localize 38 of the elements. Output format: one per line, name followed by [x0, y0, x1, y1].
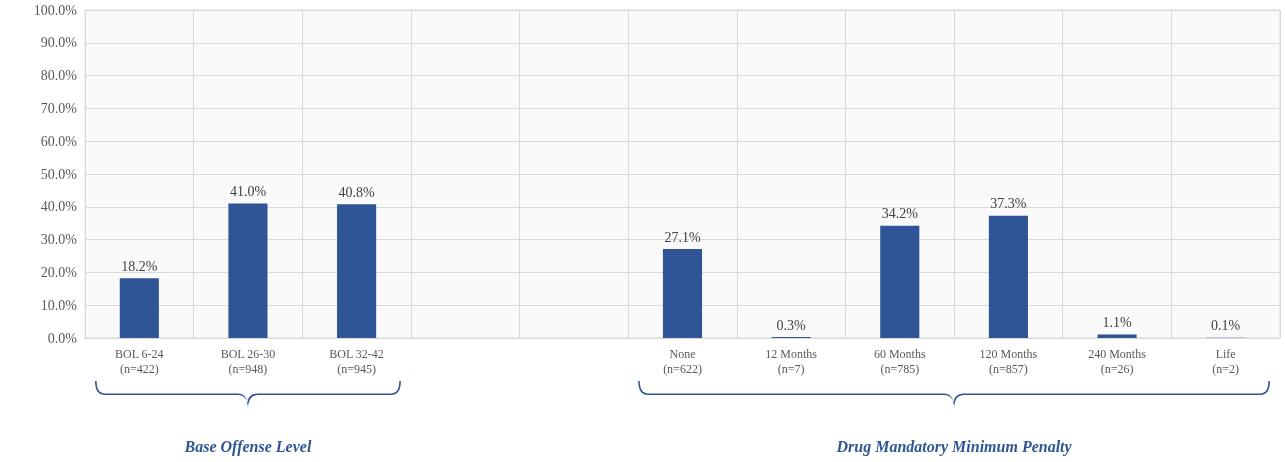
y-tick-label: 40.0%	[40, 199, 78, 215]
y-tick-label: 100.0%	[33, 2, 78, 18]
bar	[119, 278, 159, 338]
y-tick-label: 10.0%	[40, 297, 78, 313]
bar	[337, 204, 377, 338]
bar	[988, 215, 1028, 338]
data-label: 0.3%	[776, 317, 807, 333]
y-tick-label: 0.0%	[47, 330, 78, 346]
x-tick-label: 240 Months (n=26)	[1088, 346, 1147, 376]
x-tick-label: None (n=622)	[663, 346, 702, 376]
data-label: 0.1%	[1211, 318, 1241, 334]
data-label: 27.1%	[664, 229, 701, 245]
bar	[1097, 334, 1137, 338]
text: Base Offense Level	[184, 438, 312, 456]
y-tick-label: 90.0%	[40, 35, 78, 51]
y-tick-label: 50.0%	[40, 166, 78, 182]
y-tick-label: 30.0%	[40, 232, 78, 248]
bar	[228, 203, 268, 338]
data-label: 37.3%	[990, 196, 1027, 212]
x-tick-label: 12 Months (n=7)	[765, 346, 818, 376]
text: Drug Mandatory Minimum Penalty	[836, 438, 1072, 456]
data-label: 34.2%	[881, 206, 919, 222]
data-label: 41.0%	[229, 184, 267, 200]
bar	[662, 249, 703, 338]
x-tick-label: BOL 26-30 (n=948)	[220, 346, 276, 376]
bar	[880, 225, 920, 338]
x-tick-label: 120 Months (n=857)	[979, 346, 1038, 376]
y-tick-label: 80.0%	[40, 68, 78, 84]
data-label: 18.2%	[121, 258, 158, 274]
y-tick-label: 20.0%	[40, 264, 78, 280]
y-tick-label: 70.0%	[40, 100, 78, 116]
y-tick-label: 60.0%	[40, 133, 78, 149]
x-tick-label: 60 Months (n=785)	[873, 346, 926, 376]
x-tick-label: BOL 32-42 (n=945)	[329, 346, 384, 376]
data-label: 1.1%	[1102, 314, 1132, 330]
data-label: 40.8%	[338, 184, 375, 200]
x-tick-label: BOL 6-24 (n=422)	[115, 346, 164, 376]
x-tick-label: Life (n=2)	[1212, 346, 1240, 376]
